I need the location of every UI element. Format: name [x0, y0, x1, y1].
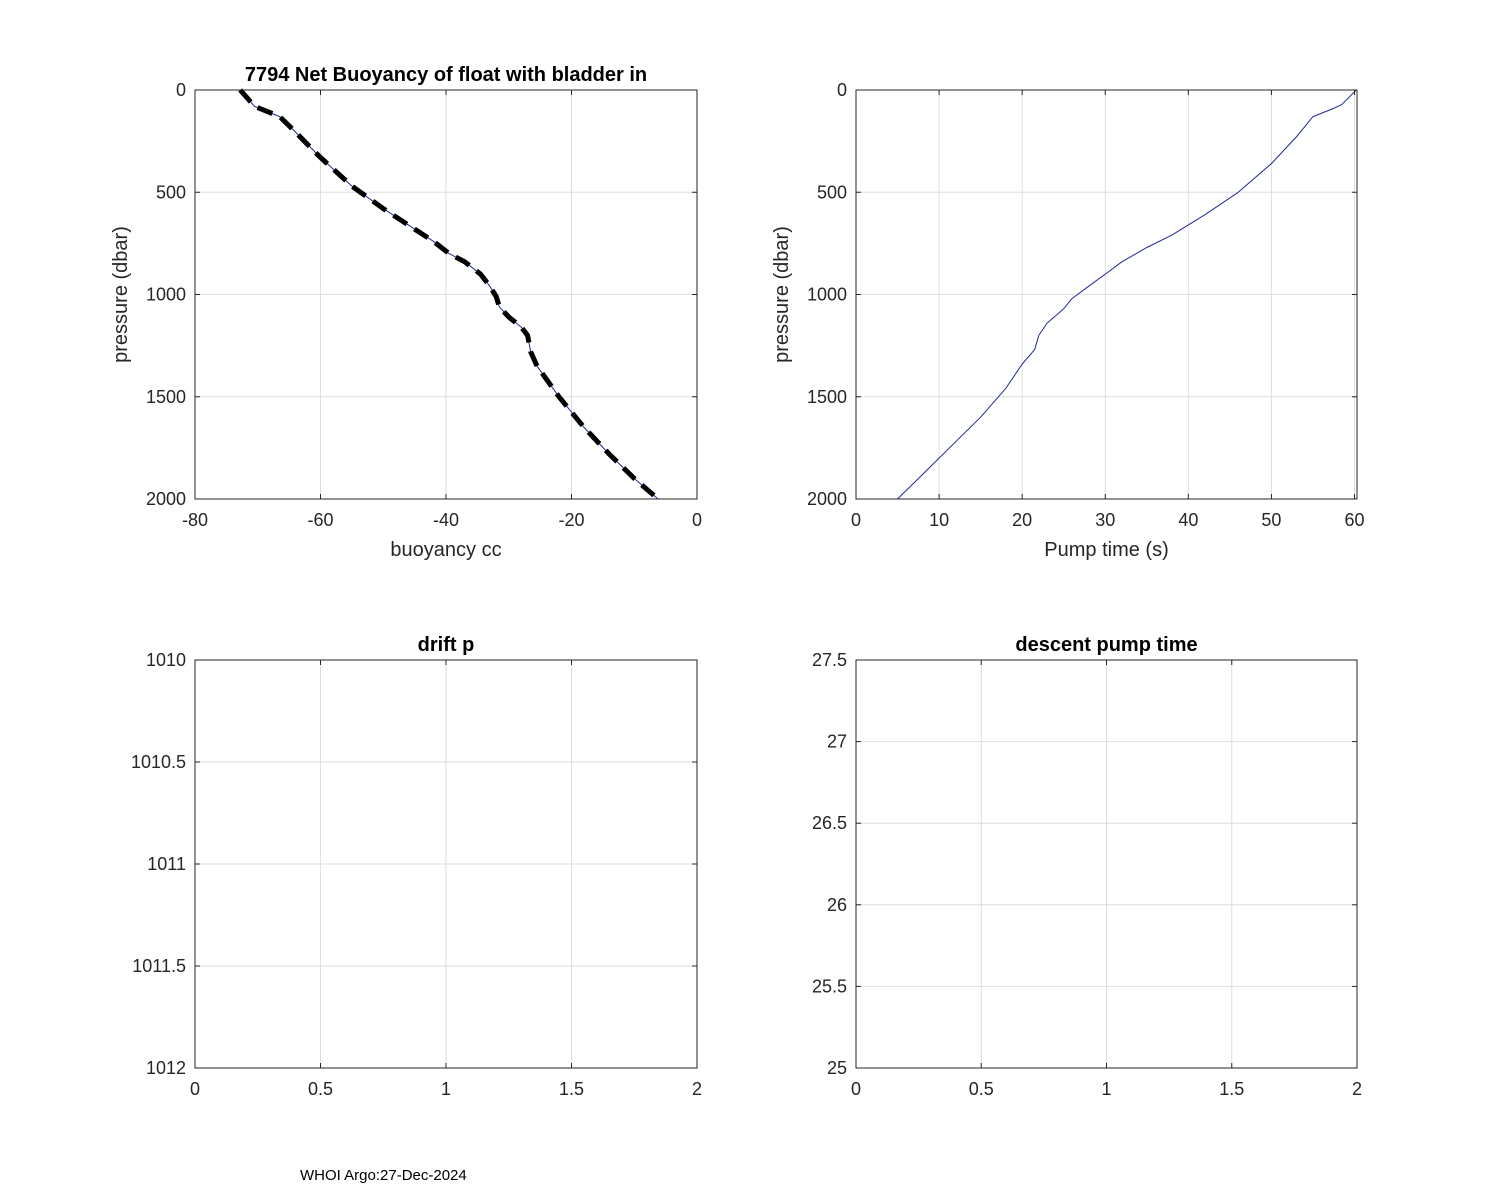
chart-1-y-tick-label: 2000: [146, 489, 186, 509]
chart-2-x-tick-label: 60: [1344, 510, 1364, 530]
chart-1-y-axis-label: pressure (dbar): [110, 226, 132, 363]
chart-4-y-tick-label: 26.5: [812, 813, 847, 833]
chart-1-x-tick-label: 0: [692, 510, 702, 530]
chart-3-x-tick-label: 0.5: [308, 1079, 333, 1099]
chart-3-x-tick-label: 2: [692, 1079, 702, 1099]
chart-4-x-tick-label: 0.5: [969, 1079, 994, 1099]
chart-2-y-tick-label: 1000: [807, 285, 847, 305]
chart-2-x-axis-label: Pump time (s): [1044, 539, 1168, 561]
chart-4-y-tick-label: 26: [827, 895, 847, 915]
chart-3-x-tick-label: 1.5: [559, 1079, 584, 1099]
chart-4-y-tick-label: 27.5: [812, 650, 847, 670]
chart-2-x-tick-label: 20: [1012, 510, 1032, 530]
chart-1-series-2-dashed-line: [238, 88, 660, 501]
chart-4-y-tick-label: 27: [827, 732, 847, 752]
chart-3-y-tick-label: 1011.5: [132, 956, 186, 976]
chart-2-y-axis-label: pressure (dbar): [771, 226, 793, 363]
chart-1-y-tick-label: 500: [156, 182, 186, 202]
chart-3-x-tick-label: 0: [190, 1079, 200, 1099]
chart-1-x-tick-label: -80: [182, 510, 208, 530]
chart-4-x-tick-label: 1: [1101, 1079, 1111, 1099]
chart-2-y-tick-label: 1500: [807, 387, 847, 407]
chart-2-y-tick-label: 500: [817, 182, 847, 202]
chart-2-series-1-line: [897, 89, 1357, 500]
chart-1-y-tick-label: 1000: [146, 285, 186, 305]
chart-4-y-tick-label: 25.5: [812, 976, 847, 996]
chart-3-y-tick-label: 1010.5: [131, 752, 186, 772]
chart-1-y-tick-label: 0: [176, 80, 186, 100]
chart-3-x-tick-label: 1: [441, 1079, 451, 1099]
chart-1-y-tick-label: 1500: [146, 387, 186, 407]
chart-2-x-tick-label: 50: [1261, 510, 1281, 530]
chart-4-y-tick-label: 25: [827, 1058, 847, 1078]
chart-3-y-tick-label: 1011: [147, 854, 186, 874]
chart-2-x-tick-label: 0: [851, 510, 861, 530]
footer-text: WHOI Argo:27-Dec-2024: [300, 1167, 467, 1184]
chart-3-title: drift p: [418, 634, 475, 656]
chart-4-x-tick-label: 2: [1352, 1079, 1362, 1099]
chart-3-y-tick-label: 1010: [146, 650, 186, 670]
chart-1-x-tick-label: -60: [307, 510, 333, 530]
chart-2-y-tick-label: 2000: [807, 489, 847, 509]
chart-1-x-tick-label: -40: [433, 510, 459, 530]
chart-1-x-axis-label: buoyancy cc: [390, 539, 501, 561]
chart-3-y-tick-label: 1012: [146, 1058, 186, 1078]
chart-1-x-tick-label: -20: [558, 510, 584, 530]
chart-2-x-tick-label: 30: [1095, 510, 1115, 530]
chart-2-y-tick-label: 0: [837, 80, 847, 100]
chart-4-title: descent pump time: [1015, 634, 1197, 656]
chart-2-x-tick-label: 10: [929, 510, 949, 530]
chart-1-title: 7794 Net Buoyancy of float with bladder …: [245, 64, 647, 86]
chart-4-x-tick-label: 1.5: [1219, 1079, 1244, 1099]
chart-4-x-tick-label: 0: [851, 1079, 861, 1099]
chart-2-x-tick-label: 40: [1178, 510, 1198, 530]
